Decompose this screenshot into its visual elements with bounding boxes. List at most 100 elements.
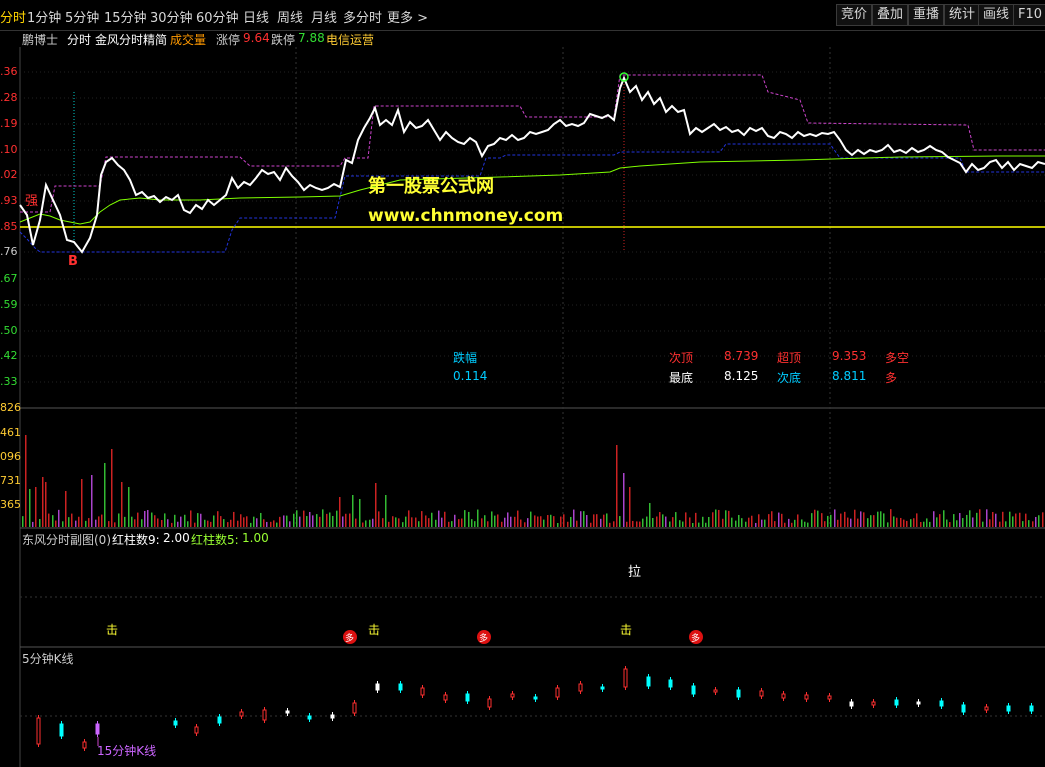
volume-bar-63 [230,519,232,527]
tab-more[interactable]: 更多 > [387,11,429,26]
volume-bar-94 [332,515,334,527]
candle-body-41 [1006,705,1011,712]
price-tick-8: .67 [0,272,18,285]
volume-bar-232 [788,518,790,527]
volume-bar-166 [570,516,572,527]
f10-button[interactable]: F10 [1013,4,1045,26]
tab-multi-fenshi[interactable]: 多分时 [343,11,383,26]
volume-bar-184 [629,487,631,527]
volume-bar-209 [712,512,714,527]
indicator-name[interactable]: 金风分时精简 [95,33,168,47]
candle-body-24 [623,668,628,688]
volume-bar-167 [573,509,575,527]
tab-5min[interactable]: 5分钟 [65,11,100,26]
candle-body-16 [443,694,448,701]
overlay-button[interactable]: 叠加 [872,4,909,26]
volume-bar-120 [418,521,420,527]
price-tick-10: .50 [0,324,18,337]
sector-label[interactable]: 电信运营 [326,33,375,47]
volume-bar-13 [65,491,67,527]
volume-bar-176 [603,514,605,527]
volume-bar-51 [190,510,192,527]
tab-monthly[interactable]: 月线 [311,11,338,26]
tab-30min[interactable]: 30分钟 [150,11,193,26]
hong5-value: 1.00 [242,531,269,545]
tab-1min[interactable]: 1分钟 [27,11,62,26]
volume-bar-25 [104,463,106,527]
volume-bar-80 [286,515,288,527]
volume-bar-58 [213,515,215,527]
volume-bar-168 [576,520,578,527]
volume-bar-267 [903,519,905,527]
volume-bar-150 [517,510,519,527]
volume-bar-28 [114,522,116,527]
volume-bar-233 [791,522,793,527]
volume-bar-190 [649,503,651,527]
chaoding-value: 9.353 [832,349,867,363]
volume-bar-290 [979,509,981,527]
volume-tick-3: 731 [0,474,21,487]
auction-button[interactable]: 竞价 [836,4,873,26]
sub-panel-title[interactable]: 东风分时副图(0) [22,533,111,547]
volume-bar-177 [606,513,608,527]
volume-bar-238 [807,522,809,527]
volume-bar-116 [405,516,407,527]
volume-bar-60 [220,516,222,527]
volume-bar-123 [428,518,430,527]
volume-bar-235 [797,514,799,527]
volume-bar-273 [923,521,925,527]
volume-bar-0 [22,516,24,527]
volume-bar-254 [860,511,862,527]
volume-tick-2: 096 [0,450,21,463]
volume-bar-222 [755,522,757,527]
volume-bar-244 [827,515,829,527]
volume-bar-226 [768,514,770,527]
tab-weekly[interactable]: 周线 [277,11,304,26]
price-tick-11: .42 [0,349,18,362]
volume-bar-138 [477,509,479,527]
candle-body-23 [600,686,605,690]
volume-bar-136 [471,519,473,527]
volume-bar-108 [378,511,380,527]
tab-60min[interactable]: 60分钟 [196,11,239,26]
candle-body-27 [691,685,696,695]
volume-bar-29 [118,513,120,527]
volume-bar-86 [306,516,308,527]
volume-bar-149 [514,516,516,527]
volume-bar-174 [596,514,598,527]
volume-bar-37 [144,510,146,527]
volume-bar-114 [398,518,400,527]
volume-bar-107 [375,483,377,527]
watermark-url: www.chnmoney.com [368,206,564,226]
volume-bar-140 [484,515,486,527]
volume-bar-186 [636,521,638,527]
candle-body-8 [262,709,267,721]
volume-bar-175 [600,518,602,527]
citop-value: 8.739 [724,349,759,363]
volume-bar-97 [342,516,344,527]
volume-bar-185 [632,520,634,527]
volume-bar-196 [669,521,671,527]
candle-body-4 [173,720,178,726]
volume-bar-266 [900,517,902,527]
price-line [19,75,1045,254]
volume-bar-10 [55,520,57,527]
replay-button[interactable]: 重播 [908,4,945,26]
tab-15min[interactable]: 15分钟 [104,11,147,26]
price-tick-2: .19 [0,117,18,130]
tab-daily[interactable]: 日线 [243,11,270,26]
volume-bar-221 [751,515,753,527]
price-tick-7: .76 [0,245,18,258]
kline-candles [36,666,1034,751]
volume-bar-287 [969,510,971,527]
volume-bar-199 [679,520,681,527]
volume-bar-32 [128,487,130,527]
ji-signal-3: 击 [620,623,633,637]
draw-button[interactable]: 画线 [978,4,1015,26]
volume-bar-12 [62,521,64,527]
tab-fenshi[interactable]: 分时 [0,11,27,26]
candle-body-36 [894,699,899,706]
volume-bar-200 [682,521,684,527]
kline-panel-title[interactable]: 5分钟K线 [22,652,74,666]
